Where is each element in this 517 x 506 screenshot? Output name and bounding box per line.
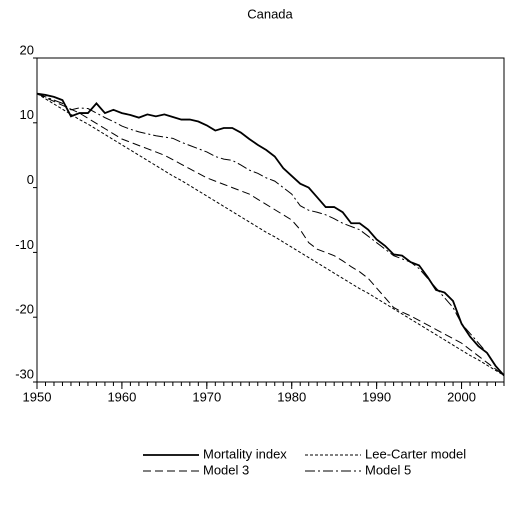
- legend-label: Model 5: [365, 462, 411, 477]
- y-tick-label: -30: [15, 366, 34, 381]
- y-tick-label: 10: [20, 107, 34, 122]
- series-line: [36, 92, 505, 377]
- y-tick-label: -20: [15, 302, 34, 317]
- y-tick-label: -10: [15, 237, 34, 252]
- y-tick-label: 20: [20, 42, 34, 57]
- x-tick-label: 2000: [447, 389, 476, 404]
- y-tick-label: 0: [27, 172, 34, 187]
- x-tick-label: 1950: [23, 389, 52, 404]
- plot-frame: [36, 57, 505, 383]
- chart-title: Canada: [247, 6, 293, 21]
- x-tick-label: 1960: [107, 389, 136, 404]
- x-tick-label: 1990: [362, 389, 391, 404]
- legend-label: Lee-Carter model: [365, 446, 466, 461]
- legend-label: Model 3: [203, 462, 249, 477]
- x-tick-label: 1970: [192, 389, 221, 404]
- series-line: [36, 93, 505, 376]
- series-line: [36, 93, 505, 376]
- legend-label: Mortality index: [203, 446, 287, 461]
- x-tick-label: 1980: [277, 389, 306, 404]
- series-line: [36, 93, 505, 376]
